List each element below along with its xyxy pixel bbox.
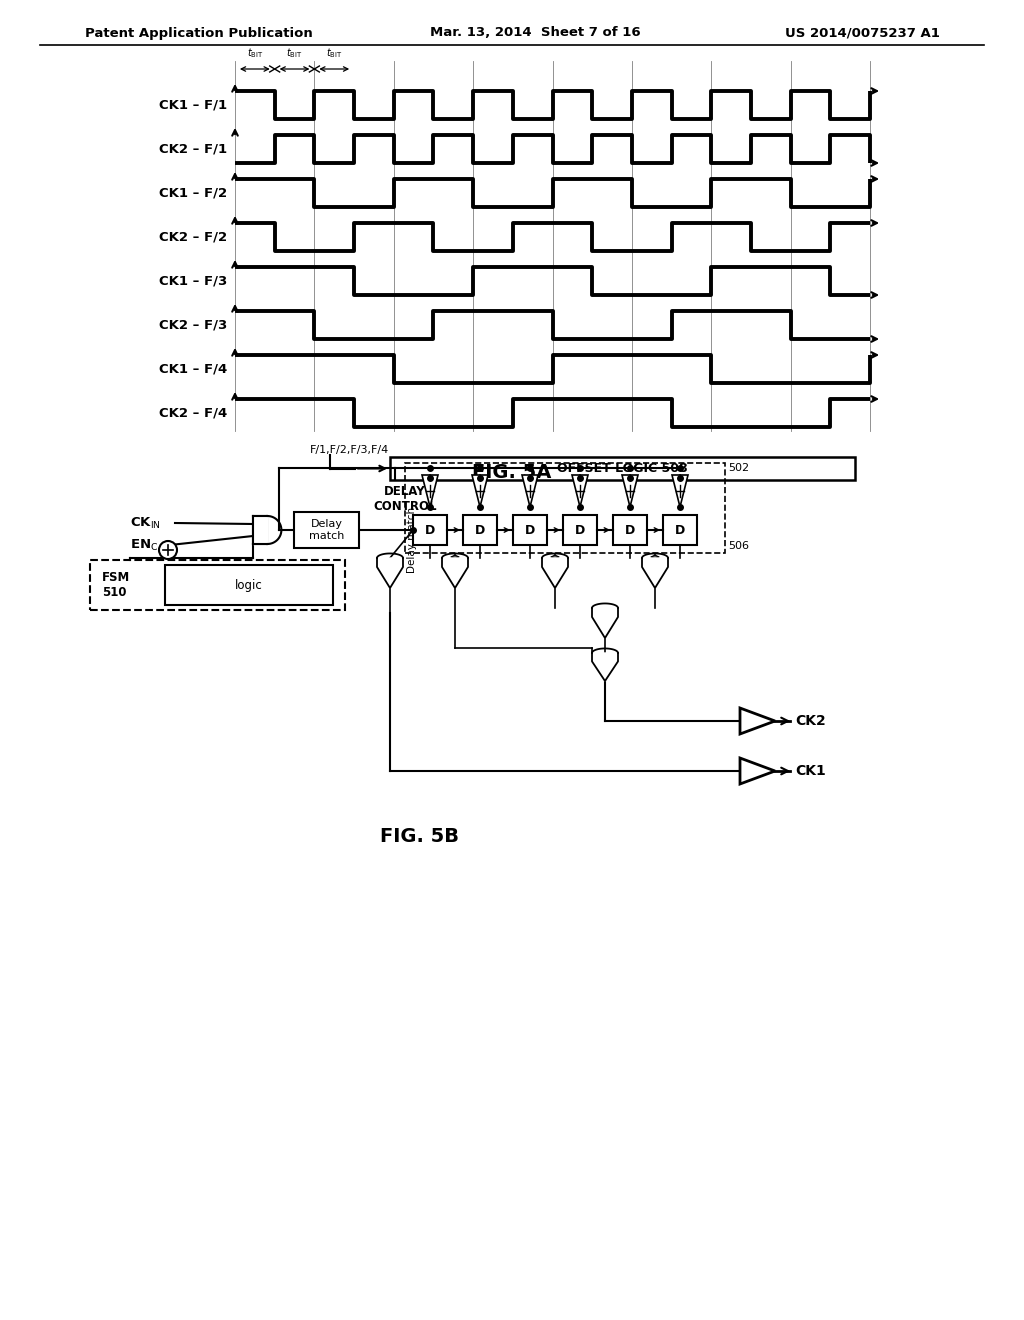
Bar	[253, 516, 267, 544]
Bar	[613, 515, 647, 545]
Text: FIG. 5A: FIG. 5A	[472, 462, 552, 482]
Text: Mar. 13, 2014  Sheet 7 of 16: Mar. 13, 2014 Sheet 7 of 16	[430, 26, 641, 40]
Polygon shape	[442, 558, 468, 587]
Bar	[463, 515, 497, 545]
Polygon shape	[592, 653, 618, 681]
Text: FSM
510: FSM 510	[102, 572, 130, 599]
Polygon shape	[522, 475, 538, 507]
Text: $t_{\rm BIT}$: $t_{\rm BIT}$	[326, 46, 343, 59]
Bar	[513, 515, 547, 545]
Text: $t_{\rm BIT}$: $t_{\rm BIT}$	[546, 561, 564, 574]
Bar	[90, 560, 345, 610]
Text: CK2 – F/1: CK2 – F/1	[159, 143, 227, 156]
Text: $t_{\rm BIT}$: $t_{\rm BIT}$	[646, 561, 664, 574]
Text: CK1 – F/2: CK1 – F/2	[159, 186, 227, 199]
Bar	[663, 515, 697, 545]
Text: Delay match: Delay match	[407, 507, 417, 573]
Bar	[563, 515, 597, 545]
Text: CK1 – F/1: CK1 – F/1	[159, 99, 227, 111]
Text: 502: 502	[728, 463, 750, 473]
Text: DELAY
CONTROL: DELAY CONTROL	[374, 484, 437, 513]
Bar	[406, 463, 725, 553]
Polygon shape	[592, 609, 618, 638]
Text: $t_{\rm BIT}$: $t_{\rm BIT}$	[247, 46, 263, 59]
Text: $t_{\rm BIT}$: $t_{\rm BIT}$	[286, 46, 303, 59]
Text: 506: 506	[728, 541, 749, 550]
Text: D: D	[475, 524, 485, 536]
Polygon shape	[542, 558, 568, 587]
Bar	[294, 512, 359, 548]
Text: CK2 – F/2: CK2 – F/2	[159, 231, 227, 243]
Bar	[390, 457, 855, 480]
Polygon shape	[377, 558, 403, 587]
Text: EN$_{\rm C}$: EN$_{\rm C}$	[130, 537, 158, 553]
Text: Patent Application Publication: Patent Application Publication	[85, 26, 312, 40]
Polygon shape	[642, 558, 668, 587]
Circle shape	[159, 541, 177, 558]
Text: D: D	[425, 524, 435, 536]
Bar	[413, 515, 447, 545]
Text: logic: logic	[236, 578, 263, 591]
Polygon shape	[422, 475, 438, 507]
Polygon shape	[740, 758, 775, 784]
Text: CK1 – F/3: CK1 – F/3	[159, 275, 227, 288]
Polygon shape	[672, 475, 688, 507]
Text: $t_{\rm BIT}$: $t_{\rm BIT}$	[446, 561, 464, 574]
Text: D: D	[525, 524, 536, 536]
Text: Delay
match: Delay match	[309, 519, 344, 541]
Polygon shape	[572, 475, 588, 507]
Polygon shape	[472, 475, 488, 507]
Text: D: D	[625, 524, 635, 536]
Polygon shape	[740, 708, 775, 734]
Polygon shape	[622, 475, 638, 507]
Text: CK2 – F/3: CK2 – F/3	[159, 318, 227, 331]
Text: CK1: CK1	[795, 764, 825, 777]
Text: F/1,F/2,F/3,F/4: F/1,F/2,F/3,F/4	[310, 445, 389, 455]
Text: CK2 – F/4: CK2 – F/4	[159, 407, 227, 420]
Text: CK$_{\rm IN}$: CK$_{\rm IN}$	[130, 515, 161, 531]
Text: US 2014/0075237 A1: US 2014/0075237 A1	[785, 26, 940, 40]
Text: CK1 – F/4: CK1 – F/4	[159, 363, 227, 375]
Text: FIG. 5B: FIG. 5B	[381, 826, 460, 846]
Text: CK2: CK2	[795, 714, 825, 729]
Text: D: D	[574, 524, 585, 536]
Bar	[165, 565, 333, 605]
Text: OFFSET LOGIC 508: OFFSET LOGIC 508	[557, 462, 688, 475]
Text: D: D	[675, 524, 685, 536]
